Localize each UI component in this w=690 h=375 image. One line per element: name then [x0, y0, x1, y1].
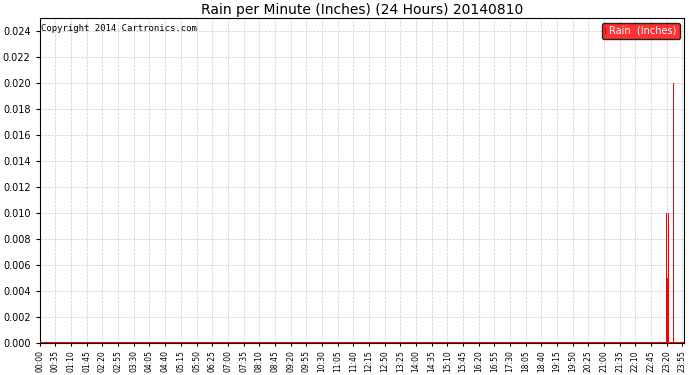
Text: Copyright 2014 Cartronics.com: Copyright 2014 Cartronics.com: [41, 24, 197, 33]
Title: Rain per Minute (Inches) (24 Hours) 20140810: Rain per Minute (Inches) (24 Hours) 2014…: [201, 3, 523, 17]
Legend: Rain  (Inches): Rain (Inches): [602, 23, 680, 39]
